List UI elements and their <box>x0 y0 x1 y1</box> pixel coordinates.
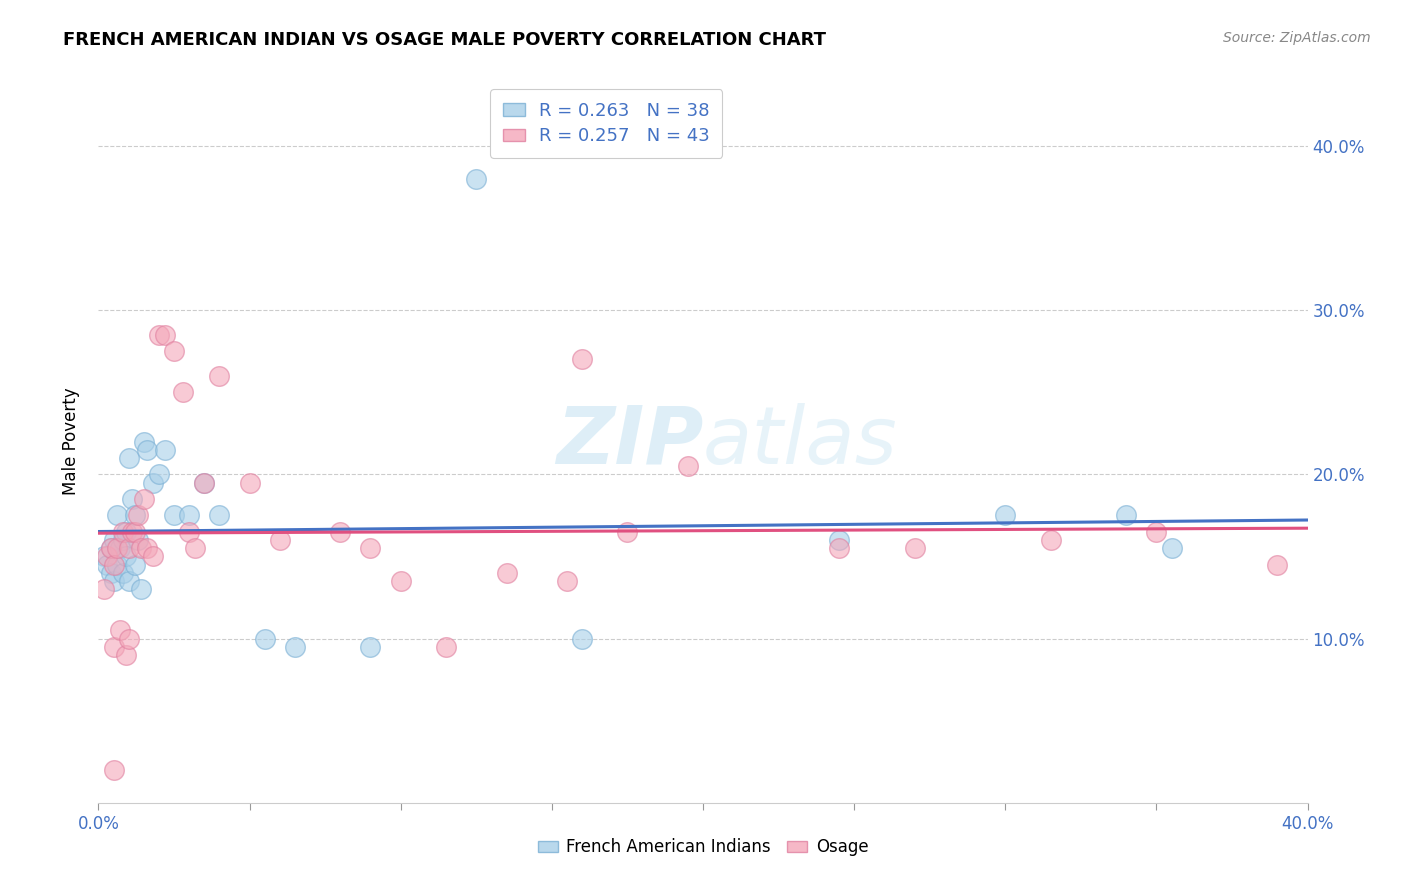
Point <box>114 524 136 539</box>
Point <box>124 524 146 539</box>
Point <box>118 574 141 588</box>
Point <box>100 541 122 556</box>
Point <box>360 541 382 556</box>
Point <box>135 541 157 556</box>
Point <box>208 508 231 523</box>
Point <box>105 508 128 523</box>
Point <box>129 582 152 597</box>
Point <box>103 574 125 588</box>
Point <box>121 491 143 506</box>
Point <box>269 533 291 547</box>
Point <box>129 541 152 556</box>
Point <box>108 541 131 556</box>
Point <box>153 327 176 342</box>
Point <box>828 533 851 547</box>
Point <box>253 632 276 646</box>
Point <box>118 632 141 646</box>
Point <box>495 566 517 580</box>
Point <box>163 344 186 359</box>
Point <box>465 171 488 186</box>
Point <box>193 475 215 490</box>
Point <box>132 434 155 449</box>
Point <box>142 549 165 564</box>
Point <box>100 566 122 580</box>
Point <box>135 442 157 457</box>
Point <box>571 352 593 367</box>
Point <box>124 558 146 572</box>
Point <box>163 508 186 523</box>
Point <box>184 541 207 556</box>
Point <box>127 533 149 547</box>
Point <box>555 574 578 588</box>
Point <box>1144 524 1167 539</box>
Point <box>179 524 201 539</box>
Point <box>118 450 141 465</box>
Point <box>1160 541 1182 556</box>
Point <box>100 541 122 556</box>
Point <box>118 541 141 556</box>
Point <box>172 385 194 400</box>
Point <box>676 459 699 474</box>
Point <box>284 640 307 654</box>
Point <box>124 508 146 523</box>
Point <box>105 541 128 556</box>
Point <box>103 558 125 572</box>
Point <box>111 524 134 539</box>
Point <box>127 508 149 523</box>
Point <box>108 624 131 638</box>
Point <box>103 533 125 547</box>
Point <box>105 558 128 572</box>
Point <box>93 549 115 564</box>
Point <box>389 574 412 588</box>
Point <box>103 763 125 777</box>
Text: ZIP: ZIP <box>555 402 703 481</box>
Point <box>114 549 136 564</box>
Point <box>571 632 593 646</box>
Point <box>1267 558 1289 572</box>
Point <box>179 508 201 523</box>
Point <box>142 475 165 490</box>
Point <box>828 541 851 556</box>
Point <box>153 442 176 457</box>
Point <box>96 558 118 572</box>
Point <box>148 467 170 482</box>
Point <box>93 582 115 597</box>
Point <box>1039 533 1062 547</box>
Point <box>904 541 927 556</box>
Y-axis label: Male Poverty: Male Poverty <box>62 388 80 495</box>
Point <box>103 640 125 654</box>
Point <box>360 640 382 654</box>
Point <box>329 524 352 539</box>
Text: Source: ZipAtlas.com: Source: ZipAtlas.com <box>1223 31 1371 45</box>
Point <box>114 648 136 662</box>
Point <box>96 549 118 564</box>
Point <box>616 524 638 539</box>
Point <box>132 491 155 506</box>
Point <box>121 524 143 539</box>
Point <box>434 640 457 654</box>
Text: FRENCH AMERICAN INDIAN VS OSAGE MALE POVERTY CORRELATION CHART: FRENCH AMERICAN INDIAN VS OSAGE MALE POV… <box>63 31 827 49</box>
Point <box>111 566 134 580</box>
Point <box>193 475 215 490</box>
Point <box>148 327 170 342</box>
Text: atlas: atlas <box>703 402 898 481</box>
Point <box>208 368 231 383</box>
Legend: French American Indians, Osage: French American Indians, Osage <box>531 831 875 863</box>
Point <box>239 475 262 490</box>
Point <box>994 508 1017 523</box>
Point <box>1115 508 1137 523</box>
Point <box>111 533 134 547</box>
